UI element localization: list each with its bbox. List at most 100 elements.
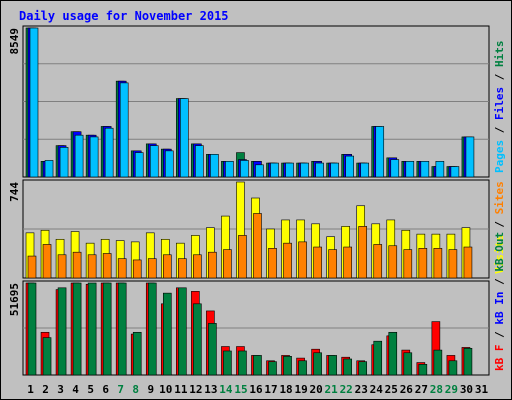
day-label-24: 24	[370, 383, 384, 396]
day-label-23: 23	[355, 383, 368, 396]
bar-pages-day-2	[44, 160, 54, 178]
bar-kb-out-day-6	[102, 282, 112, 376]
day-label-10: 10	[159, 383, 172, 396]
legend-entry: Sites	[493, 181, 506, 221]
legend-entry: /	[493, 73, 506, 87]
panel-top: 8549 Pages / Files / Hits	[8, 25, 506, 178]
bar-sites-day-10	[162, 254, 172, 279]
day-label-30: 30	[460, 383, 473, 396]
day-label-16: 16	[249, 383, 263, 396]
bar-pages-day-1	[29, 27, 39, 178]
bar-pages-day-20	[315, 162, 324, 178]
bar-pages-day-3	[59, 147, 69, 178]
bar-sites-day-9	[147, 258, 157, 279]
bar-kb-out-day-29	[448, 360, 458, 376]
panel-bottom-legend: kB F / kB In / kB Out	[493, 232, 506, 371]
bar-sites-day-8	[132, 259, 142, 279]
bar-sites-day-13	[208, 251, 217, 279]
bar-kb-out-day-11	[178, 287, 187, 376]
bar-sites-day-21	[328, 249, 337, 279]
bar-kb-out-day-12	[193, 303, 202, 376]
bar-kb-out-day-5	[87, 282, 97, 376]
day-label-15: 15	[234, 383, 247, 396]
bar-pages-day-18	[285, 162, 294, 178]
day-label-4: 4	[72, 383, 79, 396]
bar-kb-out-day-18	[283, 356, 292, 376]
bar-kb-out-day-7	[117, 282, 127, 376]
bar-pages-day-4	[74, 134, 84, 178]
bar-kb-out-day-26	[403, 352, 413, 376]
day-label-14: 14	[219, 383, 233, 396]
day-label-21: 21	[325, 383, 339, 396]
day-label-31: 31	[475, 383, 489, 396]
bar-sites-day-3	[57, 254, 67, 279]
bar-kb-out-day-30	[463, 348, 473, 376]
bar-sites-day-4	[72, 251, 82, 279]
bar-kb-out-day-4	[72, 282, 82, 376]
day-label-6: 6	[102, 383, 109, 396]
legend-entry: /	[493, 331, 506, 345]
bar-kb-out-day-10	[162, 292, 172, 376]
bar-sites-day-19	[298, 241, 307, 279]
bar-sites-day-1	[27, 255, 37, 279]
bar-kb-out-day-8	[132, 331, 142, 376]
bar-kb-out-day-2	[42, 337, 52, 376]
legend-entry: Visits	[493, 234, 506, 274]
day-label-1: 1	[27, 383, 34, 396]
bar-pages-day-12	[195, 145, 204, 178]
bar-sites-day-23	[358, 226, 368, 279]
bar-sites-day-24	[373, 244, 383, 279]
bar-kb-out-day-9	[147, 282, 157, 376]
panel-top-legend: Pages / Files / Hits	[493, 41, 506, 174]
bar-pages-day-10	[164, 150, 174, 178]
bar-pages-day-9	[149, 145, 159, 178]
bar-pages-day-22	[345, 155, 354, 178]
day-label-2: 2	[42, 383, 49, 396]
bar-pages-day-19	[300, 162, 309, 178]
panel-bottom: 51695 kB F / kB In / kB Out	[8, 232, 506, 376]
legend-entry: Files	[493, 87, 506, 127]
bar-sites-day-17	[268, 248, 277, 279]
bar-pages-day-21	[330, 162, 339, 178]
chart-panels: 8549 Pages / Files / Hits 744 Visits / Site…	[8, 25, 506, 376]
day-label-7: 7	[117, 383, 124, 396]
bar-kb-out-day-1	[27, 282, 37, 376]
bar-sites-day-14	[223, 249, 232, 279]
legend-entry: /	[493, 221, 506, 235]
bar-sites-day-18	[283, 242, 292, 279]
bar-kb-out-day-28	[433, 349, 443, 376]
bar-pages-day-5	[89, 136, 99, 178]
bar-kb-out-day-17	[268, 361, 277, 376]
legend-entry: kB F	[493, 345, 506, 372]
legend-entry: /	[493, 126, 506, 140]
bar-sites-day-29	[448, 249, 458, 279]
bar-sites-day-15	[238, 235, 247, 279]
bar-sites-day-20	[313, 246, 322, 279]
bar-sites-day-2	[42, 244, 52, 279]
bar-kb-out-day-21	[328, 355, 337, 376]
panel-middle-max-label: 744	[8, 182, 21, 202]
day-label-29: 29	[445, 383, 458, 396]
panel-middle-legend: Visits / Sites	[493, 181, 506, 274]
bar-pages-day-30	[465, 136, 475, 178]
bar-sites-day-27	[418, 248, 428, 279]
day-label-12: 12	[189, 383, 202, 396]
day-label-11: 11	[174, 383, 188, 396]
day-label-25: 25	[385, 383, 398, 396]
bar-kb-out-day-23	[358, 361, 368, 376]
day-label-20: 20	[310, 383, 323, 396]
bar-pages-day-7	[119, 82, 129, 178]
bar-kb-out-day-27	[418, 364, 428, 376]
bar-pages-day-27	[420, 161, 430, 178]
bar-pages-day-28	[435, 161, 445, 178]
legend-entry: kB In	[493, 292, 506, 332]
bar-sites-day-26	[403, 249, 413, 279]
day-label-26: 26	[400, 383, 414, 396]
bar-sites-day-12	[193, 254, 202, 279]
legend-entry: kB Out	[493, 232, 506, 278]
panel-bottom-max-label: 51695	[8, 283, 21, 316]
bar-kb-out-day-16	[253, 355, 262, 376]
bar-pages-day-13	[210, 154, 219, 178]
legend-entry: Hits	[493, 41, 506, 74]
